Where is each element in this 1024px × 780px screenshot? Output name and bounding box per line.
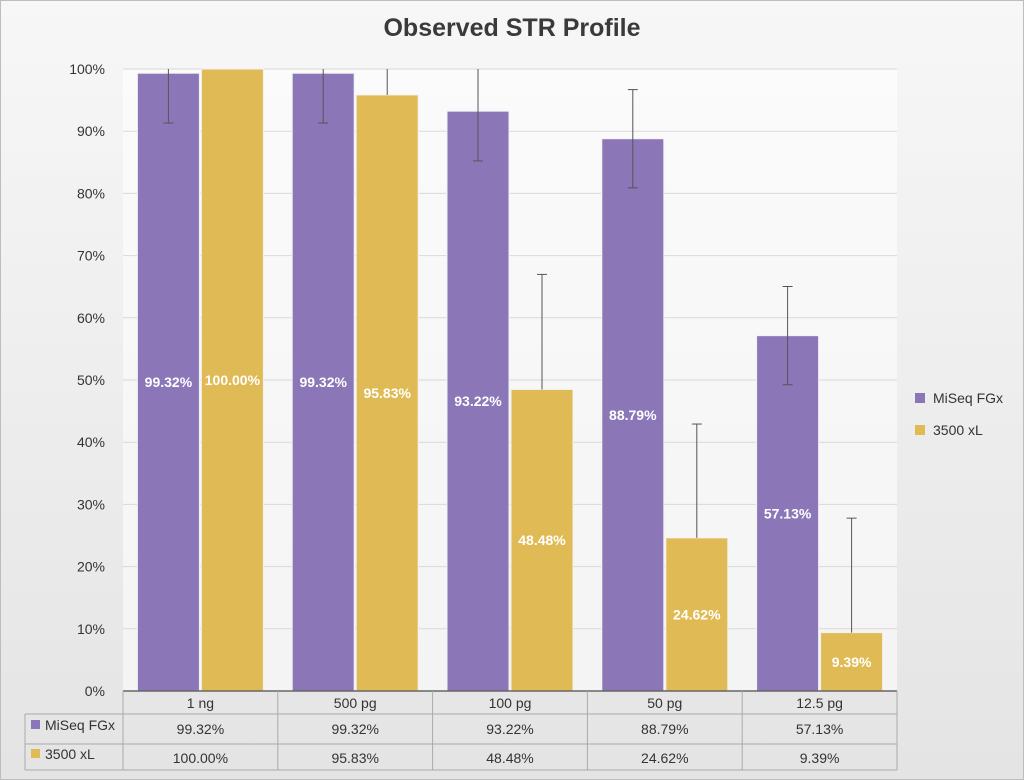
table-cell: 93.22%: [486, 721, 533, 737]
table-cell: 100.00%: [173, 750, 228, 766]
legend-item-3500: 3500 xL: [915, 422, 983, 438]
table-cell: 9.39%: [800, 750, 840, 766]
legend-swatch: [915, 393, 925, 403]
data-label: 9.39%: [832, 654, 872, 670]
legend-item-miseq: MiSeq FGx: [915, 390, 1003, 406]
table-legend-swatch: [31, 720, 40, 729]
data-label: 100.00%: [205, 372, 261, 388]
data-label: 99.32%: [145, 374, 193, 390]
data-label: 88.79%: [609, 407, 657, 423]
bar-miseq: [446, 110, 510, 692]
table-cell: 88.79%: [641, 721, 688, 737]
y-tick-label: 0%: [85, 683, 105, 699]
table-cell: 99.32%: [331, 721, 378, 737]
bar-miseq: [136, 72, 200, 692]
y-tick-label: 60%: [77, 310, 105, 326]
chart-title: Observed STR Profile: [383, 14, 641, 42]
x-category-label: 50 pg: [647, 695, 682, 711]
y-tick-label: 70%: [77, 248, 105, 264]
y-tick-label: 20%: [77, 559, 105, 575]
bar-3500: [820, 632, 884, 692]
bar-3500: [665, 537, 729, 692]
table-cell: 95.83%: [331, 750, 378, 766]
bar-3500: [510, 388, 574, 692]
legend-label: MiSeq FGx: [933, 390, 1004, 406]
x-category-label: 500 pg: [334, 695, 377, 711]
table-series-label: MiSeq FGx: [45, 717, 115, 733]
x-category-label: 1 ng: [187, 695, 214, 711]
x-category-label: 100 pg: [489, 695, 532, 711]
x-category-label: 12.5 pg: [796, 695, 843, 711]
table-cell: 99.32%: [177, 721, 224, 737]
y-tick-label: 40%: [77, 434, 105, 450]
y-tick-label: 30%: [77, 496, 105, 512]
bar-3500: [200, 68, 264, 692]
legend-label: 3500 xL: [933, 422, 983, 438]
data-label: 99.32%: [299, 374, 347, 390]
y-tick-label: 10%: [77, 621, 105, 637]
table-legend-swatch: [31, 749, 40, 758]
data-label: 24.62%: [673, 606, 721, 622]
legend-swatch: [915, 425, 925, 435]
data-label: 57.13%: [764, 505, 812, 521]
y-tick-label: 80%: [77, 185, 105, 201]
table-cell: 24.62%: [641, 750, 688, 766]
data-label: 93.22%: [454, 393, 502, 409]
data-label: 48.48%: [518, 532, 566, 548]
bar-miseq: [291, 72, 355, 692]
y-tick-label: 50%: [77, 372, 105, 388]
y-tick-label: 100%: [69, 61, 105, 77]
table-series-label: 3500 xL: [45, 746, 95, 762]
table-cell: 57.13%: [796, 721, 843, 737]
y-tick-label: 90%: [77, 123, 105, 139]
data-label: 95.83%: [363, 385, 411, 401]
table-cell: 48.48%: [486, 750, 533, 766]
bar-3500: [355, 94, 419, 692]
